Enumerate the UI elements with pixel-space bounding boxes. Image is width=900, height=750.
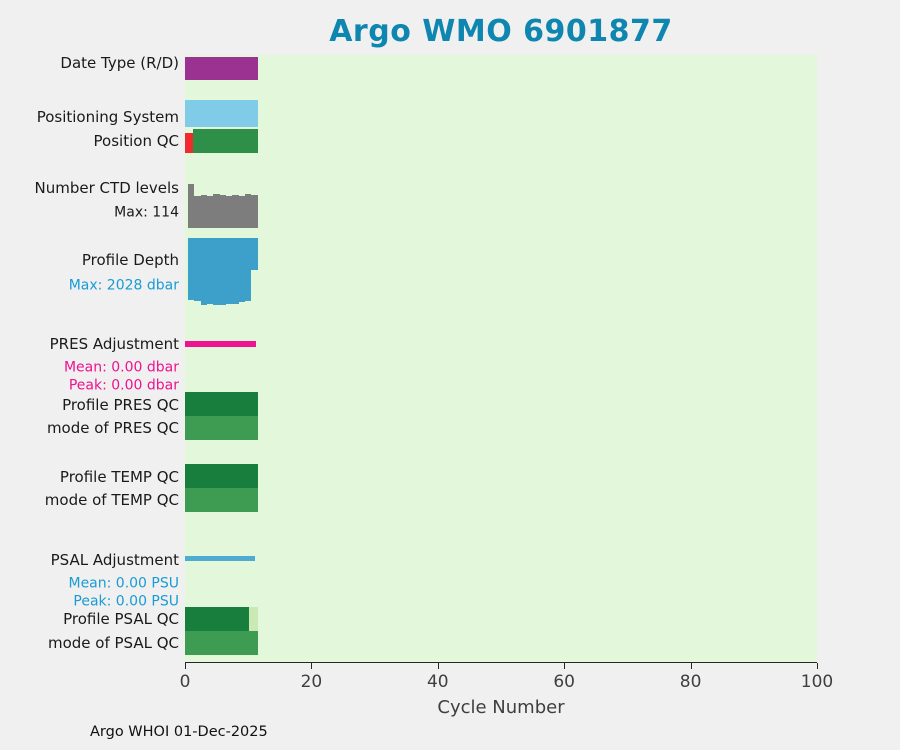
num-ctd-levels-bar (232, 194, 239, 228)
y-axis-label: Max: 114 (114, 204, 179, 221)
y-axis-label: PSAL Adjustment (50, 550, 179, 569)
x-tick (185, 663, 186, 669)
y-axis-label: Mean: 0.00 dbar (63, 359, 179, 376)
position-qc-segment (193, 129, 258, 153)
y-axis-label: mode of PSAL QC (47, 633, 179, 652)
profile-depth-bar (194, 238, 201, 301)
y-axis-label: mode of TEMP QC (44, 490, 179, 509)
y-axis-label: Date Type (R/D) (60, 53, 179, 72)
y-axis-label: Profile PSAL QC (63, 609, 179, 628)
profile-depth-bar (245, 238, 252, 301)
x-tick-label: 60 (553, 672, 576, 692)
profile-pres-qc-bar (185, 392, 258, 416)
num-ctd-levels-bar (226, 195, 233, 228)
profile-depth-bar (251, 238, 258, 271)
profile-depth-bar (232, 238, 239, 305)
y-axis-label: Profile TEMP QC (59, 467, 179, 486)
profile-depth-bar (188, 238, 195, 301)
num-ctd-levels-bar (207, 196, 214, 228)
pres-adjustment-bar (185, 341, 256, 347)
x-axis-title: Cycle Number (437, 697, 565, 718)
profile-depth-bar (200, 238, 208, 305)
y-axis-label: mode of PRES QC (46, 418, 179, 437)
footer-text: Argo WHOI 01-Dec-2025 (90, 724, 268, 740)
profile-depth-bar (238, 238, 246, 303)
y-axis-label: Peak: 0.00 dbar (68, 377, 179, 394)
profile-depth-bar (219, 238, 227, 305)
y-axis-label: Number CTD levels (34, 178, 179, 197)
y-axis-label: Mean: 0.00 PSU (68, 575, 179, 592)
profile-depth-bar (226, 238, 233, 305)
y-axis-label: Max: 2028 dbar (68, 277, 179, 294)
x-tick-label: 20 (300, 672, 323, 692)
profile-temp-qc-bar (185, 464, 258, 488)
psal-adjustment-bar (185, 556, 255, 561)
num-ctd-levels-bar (238, 195, 246, 228)
num-ctd-levels-bar (194, 195, 201, 228)
mode-pres-qc-bar (185, 416, 258, 440)
profile-depth-bar (213, 238, 220, 305)
x-tick (690, 663, 692, 669)
y-axis-label: Profile Depth (81, 250, 179, 269)
x-tick (437, 663, 439, 669)
x-tick (311, 663, 313, 669)
date-type-bar (185, 57, 258, 80)
x-tick (564, 663, 566, 669)
y-axis-label: Position QC (93, 131, 179, 150)
num-ctd-levels-bar (213, 194, 220, 228)
x-tick-label: 100 (800, 672, 834, 692)
num-ctd-levels-bar (188, 184, 195, 228)
plot-area (185, 55, 817, 663)
x-tick (817, 663, 818, 669)
y-axis-label: Profile PRES QC (62, 395, 179, 414)
mode-temp-qc-bar (185, 488, 258, 512)
x-tick-label: 0 (179, 672, 191, 692)
y-axis-label: Positioning System (36, 107, 179, 126)
y-axis-label: PRES Adjustment (49, 334, 179, 353)
chart-title: Argo WMO 6901877 (329, 14, 673, 49)
position-qc-segment (185, 133, 194, 153)
num-ctd-levels-bar (251, 195, 258, 228)
y-axis-label: Peak: 0.00 PSU (73, 593, 179, 610)
x-tick-label: 80 (679, 672, 702, 692)
mode-psal-qc-bar (185, 631, 258, 655)
profile-psal-qc-segment (185, 607, 250, 631)
num-ctd-levels-bar (245, 194, 252, 228)
positioning-system-bar (185, 100, 258, 127)
x-tick-label: 40 (426, 672, 449, 692)
profile-depth-bar (207, 238, 214, 305)
profile-psal-qc-segment (249, 607, 258, 631)
num-ctd-levels-bar (200, 195, 208, 228)
num-ctd-levels-bar (219, 195, 227, 228)
